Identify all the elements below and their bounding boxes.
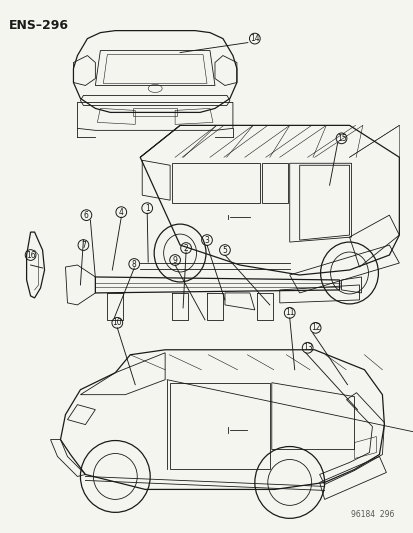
Text: 12: 12 xyxy=(310,324,320,333)
Text: 15: 15 xyxy=(336,134,346,143)
Text: 7: 7 xyxy=(81,240,85,249)
Text: 11: 11 xyxy=(284,309,294,317)
Text: 6: 6 xyxy=(84,211,89,220)
Text: 4: 4 xyxy=(119,208,123,216)
Text: 1: 1 xyxy=(145,204,149,213)
Text: 13: 13 xyxy=(302,343,312,352)
Text: 3: 3 xyxy=(204,236,209,245)
Text: ENS–296: ENS–296 xyxy=(9,19,69,31)
Text: 9: 9 xyxy=(172,255,177,264)
Text: 14: 14 xyxy=(249,34,259,43)
Text: 10: 10 xyxy=(112,318,122,327)
Text: 8: 8 xyxy=(132,260,136,269)
Text: 16: 16 xyxy=(26,251,36,260)
Text: 96184  296: 96184 296 xyxy=(350,510,394,519)
Text: 2: 2 xyxy=(183,244,188,253)
Text: 5: 5 xyxy=(222,246,227,255)
